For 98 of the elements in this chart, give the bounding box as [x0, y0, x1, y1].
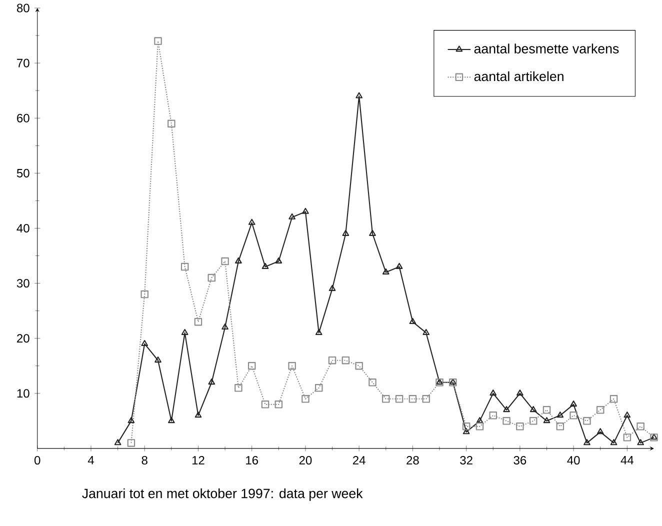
point: [369, 230, 376, 236]
point: [356, 92, 363, 98]
point: [248, 218, 256, 225]
point: [396, 262, 403, 270]
point: [395, 395, 404, 403]
point: [342, 356, 350, 364]
point: [315, 329, 322, 336]
point: [556, 412, 564, 418]
point: [168, 120, 176, 128]
point: [222, 324, 228, 330]
point: [194, 412, 202, 418]
point: [422, 329, 430, 336]
x-tick-label: 28: [406, 456, 419, 465]
y-tick-label: 40: [16, 224, 30, 233]
y-tick-label: 30: [16, 279, 30, 288]
point: [637, 439, 644, 446]
point: [221, 257, 229, 266]
point: [610, 395, 618, 403]
point: [462, 428, 470, 434]
point: [302, 395, 310, 403]
legend-label: aantal artikelen: [474, 71, 564, 82]
x-tick-label: 0: [34, 456, 40, 465]
point: [128, 417, 135, 424]
point: [516, 390, 524, 396]
x-tick-label: 4: [88, 456, 94, 464]
y-tick-label: 80: [16, 4, 30, 12]
point: [382, 395, 390, 403]
point: [556, 422, 564, 430]
point: [302, 208, 309, 214]
point: [489, 412, 497, 420]
point: [154, 356, 162, 363]
point: [583, 417, 591, 425]
y-tick-label: 70: [17, 58, 30, 68]
point: [180, 262, 189, 271]
point: [314, 384, 323, 392]
point: [140, 290, 148, 298]
point: [503, 406, 510, 412]
point: [154, 37, 162, 45]
point: [127, 439, 136, 447]
point: [355, 362, 363, 370]
point: [543, 417, 550, 424]
point: [328, 356, 336, 364]
point: [328, 284, 336, 292]
x-tick-label: 24: [353, 456, 366, 464]
x-tick-label: 40: [567, 456, 580, 465]
point: [422, 395, 430, 403]
point: [476, 422, 484, 430]
point: [234, 384, 242, 392]
legend-label: aantal besmette varkens: [474, 44, 619, 54]
x-tick-label: 20: [299, 456, 312, 465]
point: [476, 417, 484, 424]
y-tick-label: 10: [17, 389, 30, 398]
x-tick-label: 16: [246, 456, 258, 465]
point: [502, 417, 510, 425]
point: [248, 362, 256, 370]
point: [235, 257, 242, 264]
point: [168, 417, 175, 424]
point: [570, 400, 577, 407]
y-tick-label: 60: [17, 114, 30, 122]
point: [529, 417, 538, 425]
point: [542, 406, 551, 414]
point: [596, 428, 604, 434]
x-axis-title: Januari tot en met oktober 1997: data per week: [82, 488, 363, 501]
point: [208, 378, 216, 385]
point: [636, 422, 644, 430]
x-tick-label: 32: [460, 456, 472, 465]
point: [584, 439, 590, 446]
x-tick-label: 12: [192, 456, 204, 464]
point: [516, 422, 524, 430]
point: [181, 329, 188, 336]
point: [624, 412, 631, 418]
point: [408, 395, 417, 403]
point: [275, 257, 282, 264]
point: [274, 400, 283, 408]
point: [596, 406, 604, 414]
y-tick-label: 50: [16, 168, 30, 178]
point: [342, 230, 350, 236]
point: [623, 434, 632, 442]
y-tick-label: 20: [17, 334, 30, 343]
point: [141, 340, 148, 346]
point: [570, 412, 578, 420]
point: [610, 439, 618, 446]
point: [114, 439, 122, 446]
point: [208, 274, 216, 282]
point: [261, 400, 270, 408]
point: [368, 378, 376, 386]
point: [490, 390, 497, 396]
point: [409, 318, 416, 324]
x-tick-label: 36: [514, 456, 526, 465]
point: [288, 362, 296, 370]
point: [262, 262, 269, 270]
point: [194, 318, 202, 326]
x-tick-label: 8: [142, 456, 148, 465]
x-tick-label: 44: [620, 456, 634, 464]
point: [288, 213, 296, 220]
point: [382, 268, 390, 275]
point: [530, 406, 537, 412]
point: [462, 422, 470, 430]
